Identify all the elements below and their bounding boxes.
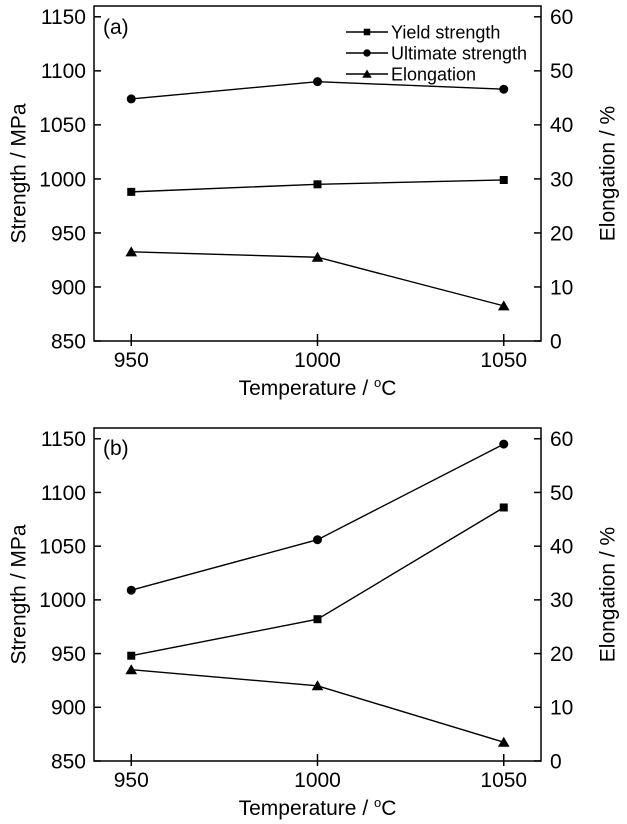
left-axis-tick-label: 850 <box>51 330 86 353</box>
panel-a-label: (a) <box>103 16 129 39</box>
marker-square <box>127 651 136 660</box>
marker-square <box>127 187 136 196</box>
right-axis-tick-label: 0 <box>550 330 562 353</box>
left-axis-tick-label: 900 <box>51 276 86 299</box>
y-axis-title-right-b: Elongation / % <box>596 527 619 662</box>
legend-label-elongation: Elongation <box>391 64 476 84</box>
left-axis-tick-label: 950 <box>51 222 86 245</box>
right-axis-tick-label: 50 <box>550 482 573 505</box>
right-axis-tick-label: 10 <box>550 276 573 299</box>
right-axis-tick-label: 30 <box>550 589 573 612</box>
right-axis-tick-label: 20 <box>550 222 573 245</box>
panel-a-chart: (a) Strength / MPa Elongation / % 850 900… <box>7 5 619 400</box>
x-axis-tick-label: 950 <box>114 769 149 792</box>
left-axis-tick-label: 850 <box>51 750 86 773</box>
marker-circle <box>126 585 136 595</box>
x-axis-tick-label: 1000 <box>294 769 341 792</box>
legend-label-yield-strength: Yield strength <box>391 22 500 42</box>
left-axis-tick-label: 1100 <box>41 60 86 83</box>
left-axis-tick-label: 1100 <box>41 482 86 505</box>
left-axis-tick-label: 950 <box>51 643 86 666</box>
marker-triangle <box>125 246 138 257</box>
right-axis-tick-label: 40 <box>550 536 573 559</box>
marker-circle <box>313 77 322 87</box>
marker-triangle <box>497 300 510 311</box>
x-axis-tick-label: 1050 <box>480 769 527 792</box>
left-axis-tick-label: 1000 <box>39 168 86 191</box>
marker-triangle <box>125 664 138 675</box>
right-axis-tick-label: 20 <box>550 643 573 666</box>
right-axis-tick-label: 40 <box>550 114 573 137</box>
marker-square <box>313 615 322 624</box>
panel-b-chart: (b) Strength / MPa Elongation / % 850 900… <box>7 427 619 820</box>
marker-circle <box>499 84 509 94</box>
marker-square <box>499 503 508 512</box>
marker-triangle <box>311 251 324 262</box>
right-axis-tick-label: 60 <box>550 6 573 29</box>
marker-triangle <box>311 680 324 691</box>
left-axis-tick-label: 1000 <box>39 589 86 612</box>
panel-b-label: (b) <box>103 437 129 460</box>
marker-circle <box>313 535 322 545</box>
marker-square <box>499 175 508 184</box>
series-line-ultimate-strength <box>131 443 505 591</box>
legend-label-ultimate-strength: Ultimate strength <box>391 43 527 63</box>
left-axis-tick-label: 900 <box>51 697 86 720</box>
left-axis-tick-label: 1050 <box>39 536 86 559</box>
y-axis-title-right-a: Elongation / % <box>596 106 619 241</box>
marker-circle <box>499 439 509 449</box>
marker-triangle <box>362 69 372 78</box>
x-axis-title: Temperature / oC <box>239 375 397 400</box>
marker-circle <box>363 49 371 57</box>
left-axis-tick-label: 1150 <box>41 428 86 451</box>
marker-square <box>363 28 371 36</box>
marker-circle <box>126 94 136 104</box>
left-axis-tick-label: 1150 <box>41 6 86 29</box>
plot-frame <box>93 427 542 762</box>
series-line-yield-strength <box>131 506 505 657</box>
x-axis-tick-label: 1050 <box>480 349 527 372</box>
right-axis-tick-label: 0 <box>550 750 562 773</box>
x-axis-tick-label: 950 <box>114 349 149 372</box>
y-axis-title-left-b: Strength / MPa <box>7 524 30 664</box>
y-axis-title-left-a: Strength / MPa <box>7 103 30 243</box>
left-axis-tick-label: 1050 <box>39 114 86 137</box>
x-axis-tick-label: 1000 <box>294 349 341 372</box>
marker-triangle <box>497 736 510 747</box>
right-axis-tick-label: 50 <box>550 60 573 83</box>
x-axis-title: Temperature / oC <box>239 795 397 820</box>
right-axis-tick-label: 30 <box>550 168 573 191</box>
right-axis-tick-label: 10 <box>550 697 573 720</box>
marker-square <box>313 180 322 189</box>
right-axis-tick-label: 60 <box>550 428 573 451</box>
